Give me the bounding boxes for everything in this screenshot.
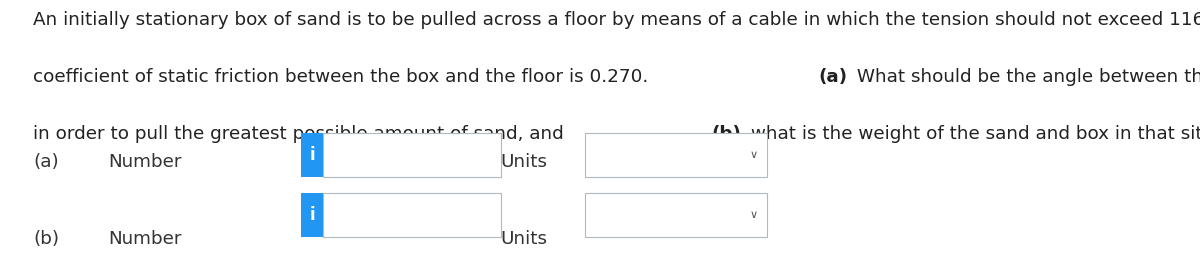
- Text: i: i: [310, 206, 314, 224]
- Text: ∨: ∨: [749, 150, 757, 160]
- Text: (b): (b): [34, 230, 59, 248]
- Text: Units: Units: [500, 230, 547, 248]
- Text: Number: Number: [108, 153, 182, 171]
- Text: Units: Units: [500, 153, 547, 171]
- Text: what is the weight of the sand and box in that situation?: what is the weight of the sand and box i…: [745, 125, 1200, 143]
- Text: What should be the angle between the cable and the horizontal: What should be the angle between the cab…: [851, 68, 1200, 86]
- Text: i: i: [310, 146, 314, 164]
- Text: Number: Number: [108, 230, 182, 248]
- Text: (a): (a): [34, 153, 59, 171]
- Text: ∨: ∨: [749, 210, 757, 220]
- Text: coefficient of static friction between the box and the floor is 0.270.: coefficient of static friction between t…: [34, 68, 654, 86]
- Text: in order to pull the greatest possible amount of sand, and: in order to pull the greatest possible a…: [34, 125, 570, 143]
- Text: (b): (b): [712, 125, 742, 143]
- Text: (a): (a): [818, 68, 847, 86]
- Text: An initially stationary box of sand is to be pulled across a floor by means of a: An initially stationary box of sand is t…: [34, 11, 1200, 29]
